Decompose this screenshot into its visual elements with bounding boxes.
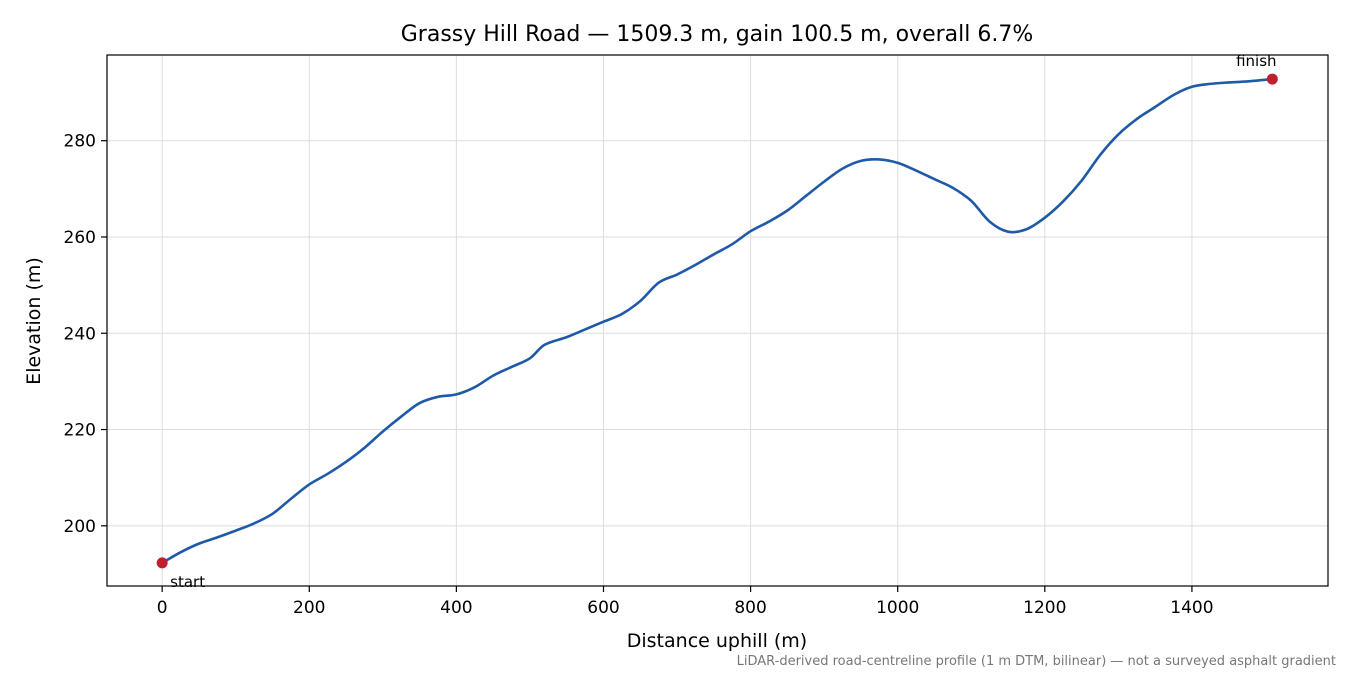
x-tick-label: 1200 — [1023, 598, 1066, 618]
start-marker — [157, 557, 168, 568]
x-axis-label: Distance uphill (m) — [627, 630, 807, 652]
y-axis-label: Elevation (m) — [23, 257, 45, 385]
chart-title: Grassy Hill Road — 1509.3 m, gain 100.5 … — [401, 22, 1034, 47]
x-tick-label: 0 — [157, 598, 168, 618]
plot-frame — [107, 55, 1328, 586]
x-tick-label: 200 — [293, 598, 325, 618]
y-tick-label: 200 — [64, 517, 96, 537]
grid-lines — [107, 55, 1328, 586]
x-tick-label: 600 — [587, 598, 619, 618]
x-tick-label: 800 — [734, 598, 766, 618]
y-tick-label: 240 — [64, 324, 96, 344]
x-tick-label: 1000 — [876, 598, 919, 618]
series-layer — [162, 79, 1272, 563]
footnote: LiDAR-derived road-centreline profile (1… — [737, 654, 1336, 669]
x-axis-ticks: 0 200 400 600 800 1000 1200 1400 — [157, 586, 1214, 618]
start-label: start — [170, 573, 205, 591]
y-tick-label: 260 — [64, 228, 96, 248]
x-tick-label: 1400 — [1170, 598, 1213, 618]
y-axis-ticks: 200 220 240 260 280 — [64, 132, 107, 537]
x-tick-label: 400 — [440, 598, 472, 618]
elevation-line — [162, 79, 1272, 563]
finish-marker — [1267, 74, 1278, 85]
y-tick-label: 220 — [64, 421, 96, 441]
y-tick-label: 280 — [64, 132, 96, 152]
